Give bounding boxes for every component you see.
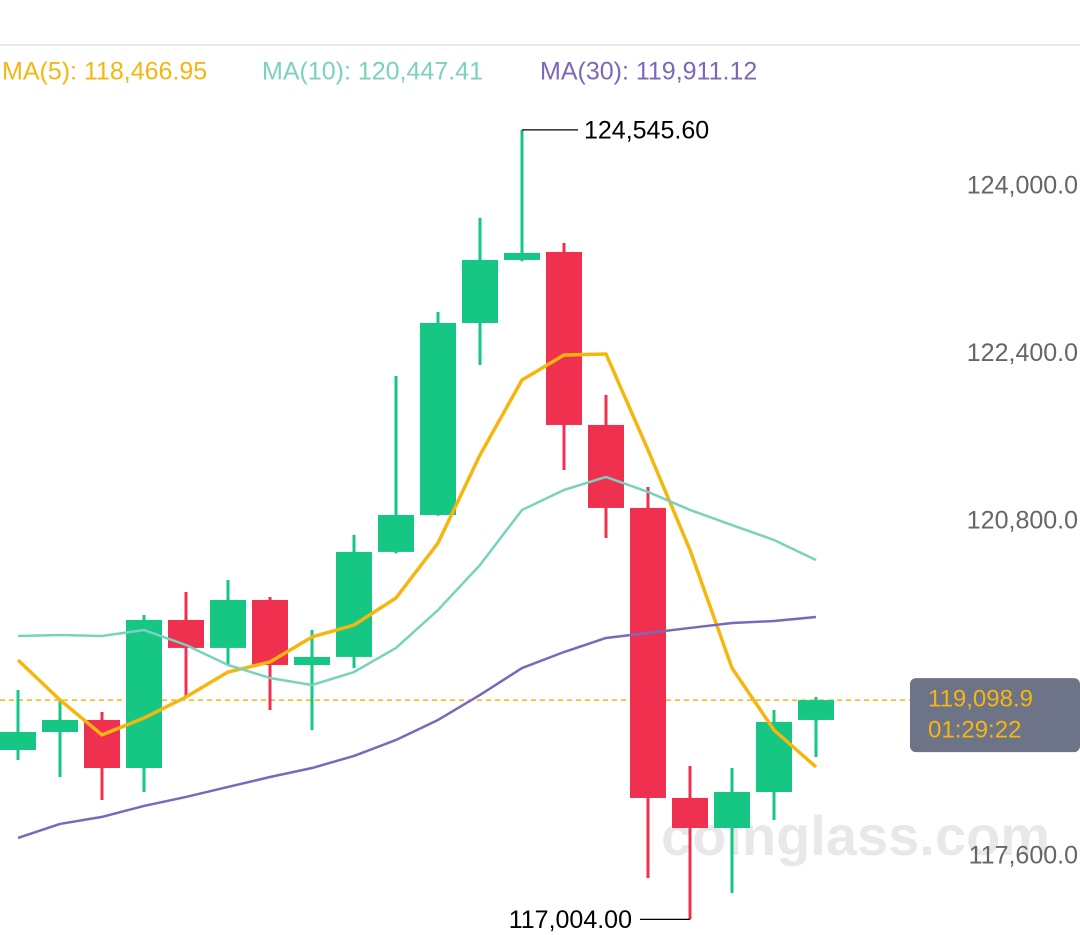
candle-body (294, 656, 330, 666)
ma-line (17, 615, 817, 840)
high-label: 124,545.60 (584, 116, 709, 144)
price-badge (910, 678, 1080, 753)
candle-body (378, 514, 414, 552)
candle-body (0, 732, 36, 751)
y-tick-label: 122,400.0 (967, 339, 1078, 367)
legend-entry: MA(5): 118,466.95 (2, 58, 207, 86)
candle-body (588, 424, 624, 508)
y-tick-label: 124,000.0 (967, 172, 1078, 200)
countdown-label: 01:29:22 (928, 716, 1021, 743)
candle-body (714, 791, 750, 829)
candle-body (42, 719, 78, 733)
candle-body (168, 619, 204, 648)
ma-line (16, 352, 818, 769)
candle-body (420, 322, 456, 515)
candle-body (84, 719, 120, 769)
candle-body (126, 619, 162, 769)
candle-body (504, 252, 540, 260)
candle-body (546, 251, 582, 425)
candle-body (210, 599, 246, 648)
y-tick-label: 117,600.0 (969, 842, 1078, 870)
candle-body (798, 700, 834, 720)
ma-line (17, 475, 817, 687)
legend-entry: MA(30): 119,911.12 (540, 58, 757, 86)
price-label: 119,098.9 (928, 685, 1033, 712)
candle-body (462, 259, 498, 323)
candle-body (336, 551, 372, 657)
y-tick-label: 120,800.0 (967, 507, 1078, 535)
low-label: 117,004.00 (509, 906, 632, 934)
candle-body (630, 507, 666, 798)
legend-entry: MA(10): 120,447.41 (262, 58, 483, 86)
candle-body (756, 721, 792, 792)
candle-body (672, 797, 708, 829)
